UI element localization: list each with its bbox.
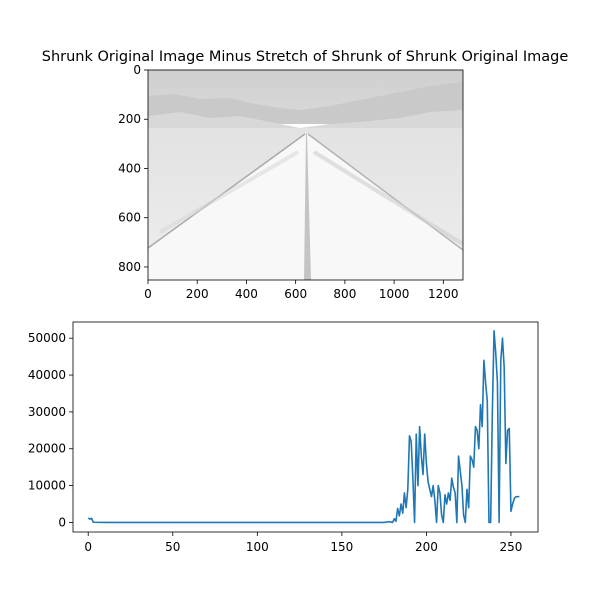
image-xtick-label: 600 [284,287,307,301]
hist-xtick-label: 100 [246,540,269,554]
hist-xtick-label: 200 [415,540,438,554]
image-ytick-label: 200 [118,112,141,126]
image-ytick-label: 400 [118,161,141,175]
image-road-edge-left [148,133,306,249]
hist-ytick-label: 50000 [28,331,66,345]
image-center-line [304,134,311,280]
image-ticks: 0 200 400 600 800 1000 1200 0 200 400 600 800 [118,63,458,301]
histogram-axes-frame [72,321,539,533]
hist-xtick-label: 150 [330,540,353,554]
image-axes-frame [147,69,464,281]
hist-xtick-label: 0 [84,540,92,554]
image-road-shoulder-left [158,150,300,234]
hist-xtick-label: 250 [499,540,522,554]
image-mountains [148,82,463,124]
image-xtick-label: 1000 [379,287,410,301]
image-road-edge-right [307,133,463,251]
image-road-shoulder-right [312,150,463,246]
image-xtick-label: 200 [186,287,209,301]
hist-ytick-label: 20000 [28,442,66,456]
image-xtick-label: 0 [144,287,152,301]
image-xtick-label: 800 [333,287,356,301]
hist-ytick-label: 10000 [28,479,66,493]
image-ytick-label: 800 [118,260,141,274]
hist-ytick-label: 30000 [28,405,66,419]
image-xtick-label: 1200 [428,287,459,301]
image-ytick-label: 600 [118,211,141,225]
hist-ytick-label: 40000 [28,368,66,382]
histogram-series-line [87,330,520,524]
histogram-ticks: 0 50 100 150 200 250 0 10000 20000 30000 40000 5000… [28,331,523,554]
image-ytick-label: 0 [133,63,141,77]
hist-ytick-label: 0 [58,515,66,529]
image-title: Shrunk Original Image Minus Stretch of S… [42,49,569,65]
image-panel [148,70,463,280]
image-xtick-label: 400 [235,287,258,301]
hist-xtick-label: 50 [165,540,180,554]
